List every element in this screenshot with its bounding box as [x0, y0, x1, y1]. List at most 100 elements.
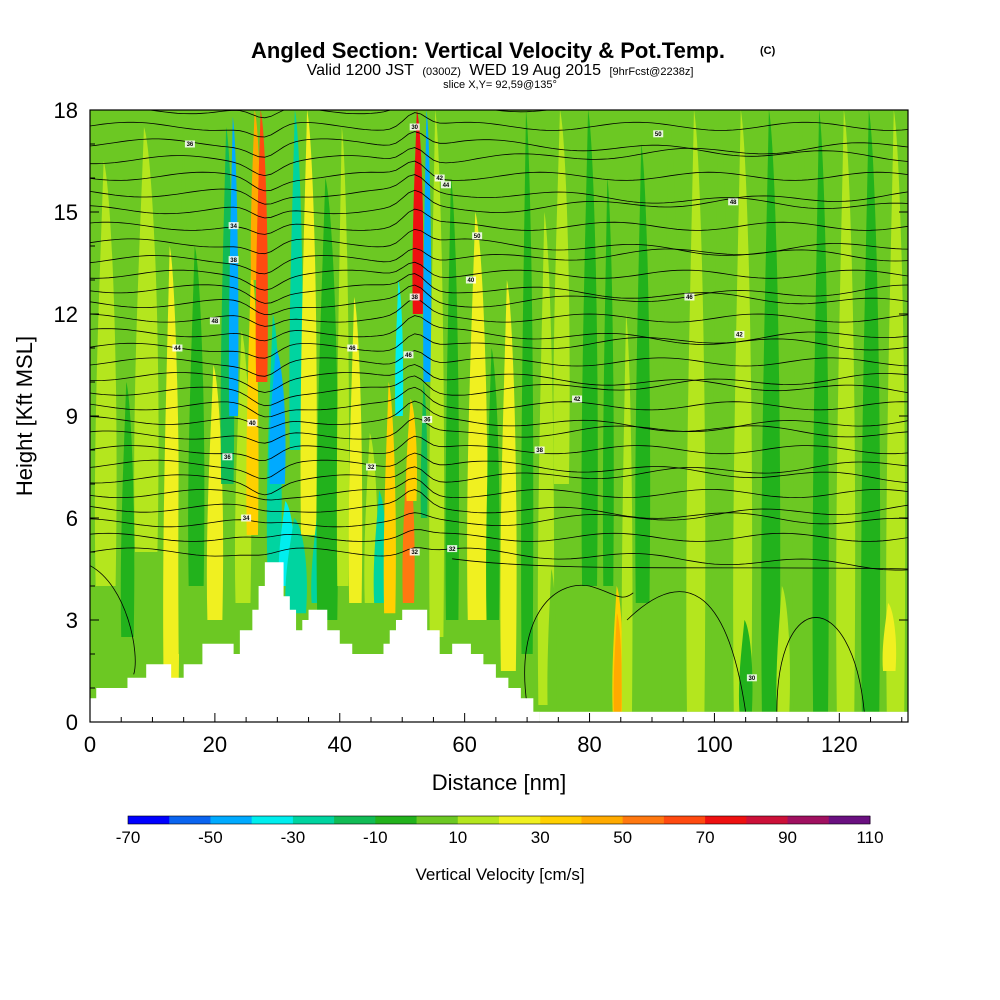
pot-temp-label: 32 — [411, 550, 418, 556]
x-tick-label: 100 — [696, 732, 733, 757]
pot-temp-label: 48 — [212, 319, 219, 325]
x-tick-label: 20 — [203, 732, 227, 757]
terrain-ground-strip — [539, 711, 908, 722]
pot-temp-label: 38 — [230, 258, 237, 264]
pot-temp-label: 34 — [230, 224, 237, 230]
colorbar-tick-label: -30 — [281, 828, 306, 847]
velocity-plume — [635, 144, 651, 603]
velocity-plume — [336, 127, 350, 586]
pot-temp-label-bg — [365, 463, 376, 471]
x-tick-label: 0 — [84, 732, 96, 757]
pot-temp-label: 36 — [224, 455, 231, 461]
pot-temp-label: 48 — [730, 200, 737, 206]
colorbar-swatch — [457, 816, 500, 824]
velocity-plume — [738, 620, 753, 712]
velocity-plume — [486, 348, 500, 620]
colorbar-tick-label: 110 — [856, 828, 883, 847]
pot-temp-label-bg — [209, 317, 220, 325]
velocity-plume — [812, 110, 829, 712]
pot-temp-label-bg — [472, 232, 483, 240]
pot-temp-contour-line — [90, 174, 908, 209]
pot-temp-contour-line — [452, 558, 908, 570]
pot-temp-label: 36 — [424, 418, 431, 424]
colorbar-swatch — [169, 816, 211, 824]
velocity-plume — [269, 348, 286, 484]
colorbar-swatch — [334, 816, 376, 824]
pot-temp-label: 36 — [187, 142, 194, 148]
velocity-plume — [300, 110, 317, 535]
x-axis: 0 20 40 60 80 100 120 — [84, 713, 903, 757]
velocity-plume — [429, 110, 445, 637]
subtitle-forecast: [9hrFcst@2238z] — [609, 66, 693, 78]
pot-temp-contour-line — [90, 373, 908, 407]
subtitle-utc: (0300Z) — [422, 66, 461, 78]
subtitle-valid: Valid 1200 JST — [307, 62, 415, 79]
velocity-plume — [733, 110, 753, 712]
pot-temp-contour-line — [90, 386, 908, 418]
velocity-plume — [188, 246, 205, 586]
pot-temp-label-bg — [465, 276, 476, 284]
velocity-plume — [467, 212, 488, 620]
pot-temp-contour-line — [90, 417, 908, 444]
velocity-plume — [792, 110, 812, 712]
pot-temp-label-bg — [653, 130, 664, 138]
pot-temp-label-bg — [422, 415, 433, 423]
pot-temp-label-bg — [434, 174, 445, 182]
velocity-plume — [178, 127, 190, 654]
colorbar-swatch — [622, 816, 665, 824]
pot-temp-label-bg — [734, 330, 745, 338]
pot-temp-contour-line — [90, 131, 908, 162]
pot-temp-contour-line — [90, 350, 908, 377]
colorbar-swatch — [705, 816, 747, 824]
colorbar-tick-label: 30 — [531, 828, 550, 847]
pot-temp-label-bg — [247, 419, 258, 427]
terrain-mask — [90, 562, 908, 722]
colorbar-tick-label: 50 — [613, 828, 632, 847]
pot-temp-label: 46 — [405, 353, 412, 359]
colorbar — [127, 815, 871, 825]
pot-temp-label-bg — [222, 453, 233, 461]
colorbar-tick-label: -70 — [116, 828, 141, 847]
pot-temp-label: 30 — [749, 676, 756, 682]
pot-temp-label-bg — [409, 123, 420, 131]
colorbar-title: Vertical Velocity [cm/s] — [415, 865, 584, 884]
y-tick-label: 12 — [54, 302, 78, 327]
pot-temp-label: 50 — [474, 234, 481, 240]
colorbar-swatch — [663, 816, 706, 824]
chart-subtitle: Valid 1200 JST (0300Z) WED 19 Aug 2015 [… — [307, 62, 694, 79]
colorbar-tick-labels: -70 -50 -30 -10 10 30 50 70 90 110 — [116, 828, 884, 847]
pot-temp-label: 42 — [736, 333, 743, 339]
pot-temp-label-bg — [746, 674, 757, 682]
pot-temp-contour-line — [90, 400, 908, 438]
colorbar-swatch — [787, 816, 830, 824]
pot-temp-label: 44 — [443, 183, 450, 189]
pot-temp-contour-line — [90, 529, 908, 542]
velocity-plume — [776, 586, 790, 712]
pot-temp-label: 40 — [468, 278, 475, 284]
colorbar-tick-label: 10 — [448, 828, 467, 847]
y-tick-label: 15 — [54, 200, 78, 225]
velocity-plume — [406, 399, 418, 501]
pot-temp-label: 32 — [368, 465, 375, 471]
y-tick-label: 6 — [66, 506, 78, 531]
pot-temp-label-bg — [440, 181, 451, 189]
velocity-plume — [836, 110, 856, 712]
colorbar-swatch — [499, 816, 541, 824]
velocity-plume — [861, 110, 881, 712]
pot-temp-contour-line — [90, 461, 908, 496]
x-axis-label: Distance [nm] — [432, 770, 567, 795]
y-axis-label: Height [Kft MSL] — [12, 336, 37, 496]
velocity-plume — [163, 246, 180, 688]
terrain-profile — [90, 562, 540, 722]
velocity-plume — [621, 314, 633, 712]
pot-temp-contour-line — [90, 547, 908, 571]
x-tick-label: 60 — [452, 732, 476, 757]
colorbar-swatch — [128, 816, 170, 824]
velocity-plume — [581, 110, 598, 586]
pot-temp-label-bg — [228, 222, 239, 230]
colorbar-frame — [127, 815, 871, 825]
pot-temp-contour-line — [90, 477, 908, 501]
